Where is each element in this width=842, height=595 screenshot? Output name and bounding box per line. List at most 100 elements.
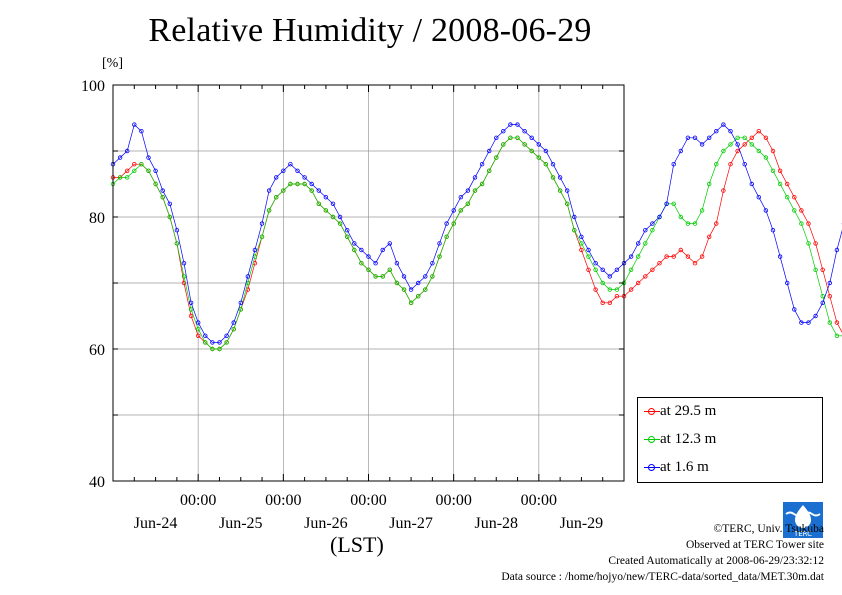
legend-label: at 12.3 m <box>660 431 717 447</box>
data-point <box>614 294 620 299</box>
data-point <box>735 142 740 147</box>
data-point <box>174 241 180 246</box>
data-point <box>671 254 676 259</box>
data-point <box>834 320 840 325</box>
observed-text: Observed at TERC Tower site <box>685 539 824 551</box>
data-point <box>444 221 449 226</box>
data-point <box>600 300 605 305</box>
data-point <box>345 234 350 239</box>
logo-text: TERC <box>793 530 812 538</box>
data-point <box>302 175 307 180</box>
data-point <box>295 168 300 173</box>
data-point <box>806 320 811 325</box>
x-time-label: 00:00 <box>265 492 301 509</box>
data-point <box>692 221 698 226</box>
data-point <box>139 128 144 134</box>
series-1 <box>110 128 842 352</box>
data-point <box>685 135 691 140</box>
data-point <box>380 274 385 279</box>
data-point <box>728 128 733 134</box>
data-point <box>188 300 194 305</box>
data-point <box>522 128 527 134</box>
legend-label: at 29.5 m <box>660 403 717 419</box>
data-point <box>735 135 740 140</box>
data-point <box>557 175 563 180</box>
data-point <box>529 148 534 154</box>
data-point <box>820 294 825 299</box>
data-point <box>117 155 123 160</box>
data-point <box>479 161 485 167</box>
data-point <box>337 221 343 226</box>
x-time-label: 00:00 <box>435 492 471 509</box>
data-point <box>451 208 456 213</box>
data-point <box>643 241 648 246</box>
x-date-label: Jun-27 <box>389 515 433 532</box>
data-point <box>543 148 549 154</box>
data-point <box>139 161 144 167</box>
data-point <box>160 188 165 193</box>
data-point <box>146 155 151 160</box>
data-point <box>721 148 726 154</box>
data-point <box>756 128 761 134</box>
credits: ©TERC, Univ. Tsukuba Observed at TERC To… <box>501 521 824 585</box>
data-point <box>124 168 130 173</box>
series-line <box>112 137 842 350</box>
data-point <box>777 181 783 187</box>
data-point <box>231 320 236 325</box>
data-point <box>650 221 655 226</box>
data-point <box>714 161 719 167</box>
data-point <box>352 241 357 246</box>
data-point <box>735 148 740 154</box>
y-tick-label: 40 <box>89 474 105 491</box>
data-point <box>203 340 208 345</box>
data-point <box>423 287 428 292</box>
data-point <box>777 254 783 259</box>
y-axis-unit: [%] <box>102 56 123 71</box>
data-point <box>678 214 683 220</box>
data-point <box>550 161 556 167</box>
data-point <box>394 280 400 286</box>
legend: at 29.5 m at 12.3 m at 1.6 m <box>637 397 823 483</box>
data-point <box>636 254 641 259</box>
data-point <box>323 208 329 213</box>
legend-item-29-5m: at 29.5 m <box>638 402 822 422</box>
data-point <box>408 300 414 305</box>
data-point <box>316 201 321 206</box>
data-point <box>401 274 407 279</box>
data-point <box>770 148 776 154</box>
legend-label: at 1.6 m <box>660 459 709 475</box>
data-point <box>494 155 499 160</box>
data-point <box>224 340 229 345</box>
data-point <box>423 274 428 279</box>
data-point <box>430 274 435 279</box>
data-point <box>387 241 392 246</box>
data-point <box>281 168 286 173</box>
series-3 <box>110 122 842 345</box>
data-point <box>785 194 790 200</box>
data-point <box>451 221 456 226</box>
data-point <box>628 287 634 292</box>
legend-marker <box>648 436 655 443</box>
data-point <box>770 168 776 173</box>
data-point <box>565 201 570 206</box>
series-line <box>112 123 842 343</box>
legend-item-12-3m: at 12.3 m <box>638 430 822 450</box>
data-point <box>259 221 265 226</box>
data-point <box>707 135 712 140</box>
data-point <box>699 208 705 213</box>
data-point <box>217 346 222 352</box>
x-date-label: Jun-24 <box>134 515 178 532</box>
data-point <box>132 122 137 127</box>
data-point <box>174 227 180 233</box>
y-tick-label: 80 <box>89 210 105 227</box>
data-point <box>628 254 634 259</box>
data-point <box>565 188 570 193</box>
data-point <box>614 287 620 292</box>
data-point <box>366 267 371 272</box>
data-point <box>671 201 676 206</box>
legend-marker <box>648 408 655 415</box>
data-point <box>600 267 605 272</box>
data-point <box>785 181 790 187</box>
